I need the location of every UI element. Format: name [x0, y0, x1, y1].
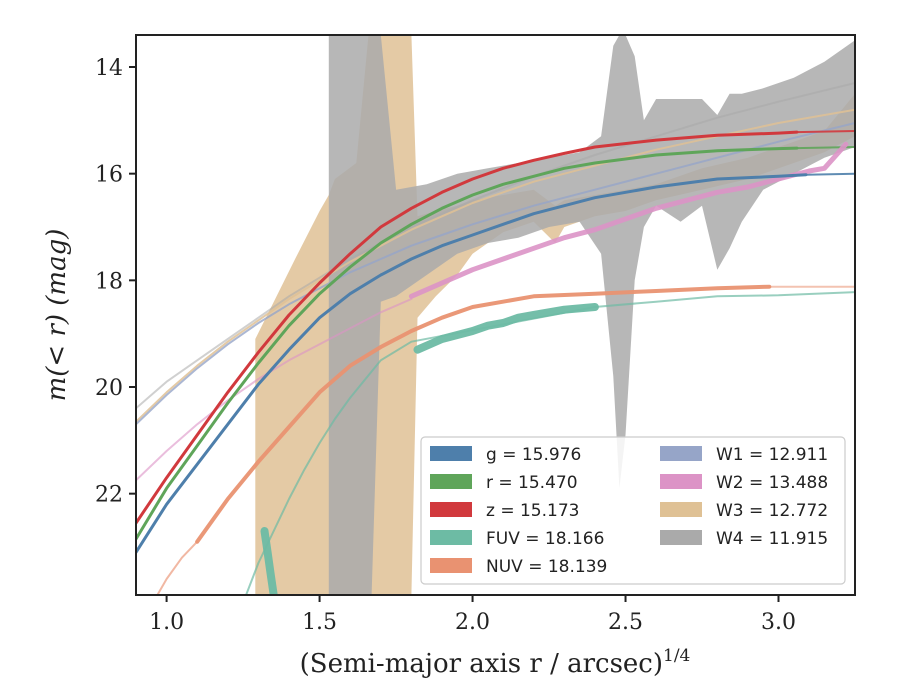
y-tick-label: 20: [95, 376, 123, 401]
x-tick-label: 1.0: [149, 610, 184, 635]
extrapolated-line-fuv-4: [245, 291, 855, 595]
legend-swatch-w3: [660, 502, 702, 517]
legend-swatch-w1: [660, 446, 702, 461]
legend-item-w4: W4 = 11.915: [660, 529, 828, 549]
x-tick-label: 2.0: [455, 610, 490, 635]
x-axis-title: (Semi-major axis r / arcsec)1/4: [300, 646, 691, 679]
x-tick-label: 2.5: [608, 610, 643, 635]
legend: g = 15.976 r = 15.470 z = 15.173 FUV = 18.1…: [420, 436, 846, 585]
extrapolated-line-w2-3: [136, 298, 413, 482]
extrapolated-line-nuv-5: [156, 540, 199, 595]
y-axis-title-text: m(< r) (mag): [42, 229, 72, 402]
legend-swatch-g: [430, 446, 472, 461]
extrapolated-line-w3-1: [136, 108, 855, 423]
legend-item-nuv: NUV = 18.139: [430, 557, 607, 577]
y-tick-label: 22: [95, 483, 123, 508]
x-tick-label: 1.5: [302, 610, 337, 635]
legend-label-w3: W3 = 12.772: [716, 501, 828, 521]
legend-item-z: z = 15.173: [430, 501, 579, 521]
legend-label-w4: W4 = 11.915: [716, 529, 828, 549]
series-line-fuv-2: [260, 527, 278, 595]
legend-item-fuv: FUV = 18.166: [430, 529, 604, 549]
y-tick-label: 18: [95, 269, 123, 294]
ticks-layer: 1.0 1.5 2.0 2.5 3.0 14 16 18 20 22: [95, 56, 796, 635]
legend-swatch-fuv: [430, 530, 472, 545]
legend-item-w2: W2 = 13.488: [660, 473, 828, 493]
legend-swatch-w2: [660, 474, 702, 489]
legend-label-fuv: FUV = 18.166: [486, 529, 604, 549]
legend-item-w1: W1 = 12.911: [660, 445, 828, 465]
series-line-r-5: [136, 146, 799, 541]
plot-frame: [135, 34, 856, 596]
series-line-fuv-1: [413, 303, 599, 354]
legend-label-g: g = 15.976: [486, 445, 581, 465]
legend-item-g: g = 15.976: [430, 445, 581, 465]
series-line-z-6: [136, 130, 799, 525]
y-axis-title: m(< r) (mag): [42, 229, 72, 402]
x-tick-label: 3.0: [761, 610, 796, 635]
legend-swatch-r: [430, 474, 472, 489]
legend-label-z: z = 15.173: [486, 501, 579, 521]
legend-label-w1: W1 = 12.911: [716, 445, 828, 465]
band-w4-1: [328, 35, 855, 595]
y-tick-label: 16: [95, 163, 123, 188]
legend-label-nuv: NUV = 18.139: [486, 557, 607, 577]
legend-box: [420, 436, 846, 585]
y-tick-label: 14: [95, 56, 123, 81]
x-axis-title-main: (Semi-major axis r / arcsec): [300, 649, 663, 679]
legend-item-w3: W3 = 12.772: [660, 501, 828, 521]
data-layer: [136, 35, 855, 595]
series-line-nuv-3: [195, 284, 772, 544]
legend-label-r: r = 15.470: [486, 473, 578, 493]
extrapolated-line-g-7: [805, 172, 855, 176]
extrapolated-line-z-9: [795, 130, 855, 134]
legend-swatch-z: [430, 502, 472, 517]
extrapolated-line-w1-2: [136, 122, 855, 426]
legend-label-w2: W2 = 13.488: [716, 473, 828, 493]
x-axis-title-sup: 1/4: [663, 646, 690, 666]
series-line-g-4: [136, 173, 808, 554]
legend-swatch-w4: [660, 530, 702, 545]
legend-item-r: r = 15.470: [430, 473, 578, 493]
legend-swatch-nuv: [430, 558, 472, 573]
